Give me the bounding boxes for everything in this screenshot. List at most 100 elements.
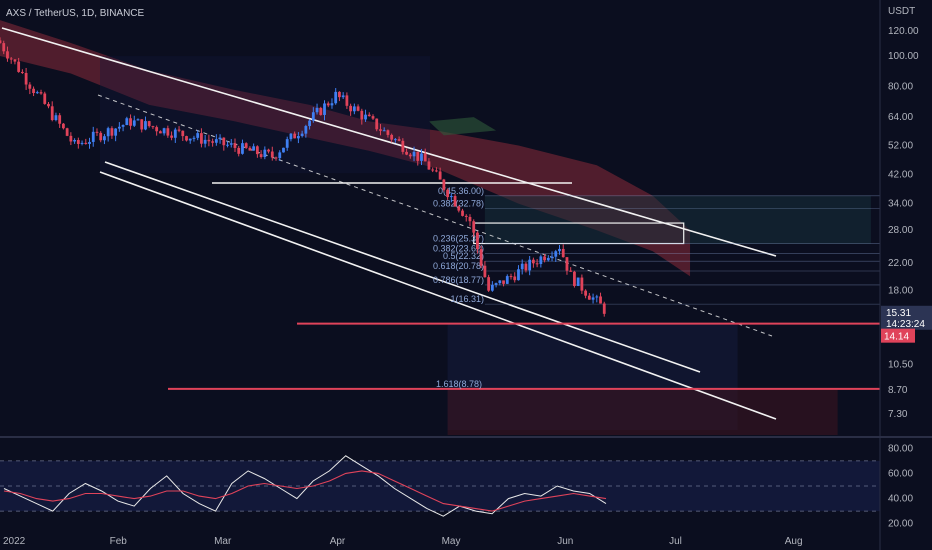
- candle-body: [393, 139, 397, 141]
- candle-body: [356, 106, 360, 111]
- candle-body: [539, 256, 543, 265]
- price-tick-label: 22.00: [888, 258, 913, 269]
- time-tick-label: Jun: [557, 536, 573, 547]
- candle-body: [386, 130, 390, 135]
- price-tick-label: 80.00: [888, 82, 913, 93]
- candle-body: [43, 93, 47, 104]
- candle-body: [427, 161, 431, 170]
- candle-body: [158, 131, 162, 134]
- candle-body: [431, 169, 435, 171]
- candle-body: [144, 121, 147, 130]
- candle-body: [39, 92, 43, 94]
- candle-body: [35, 92, 39, 94]
- candle-body: [308, 120, 311, 127]
- candle-body: [472, 221, 476, 233]
- candle-body: [565, 257, 569, 271]
- candle-body: [602, 303, 606, 314]
- bearish-cloud: [0, 20, 691, 277]
- channel-line: [99, 171, 777, 420]
- candle-body: [47, 103, 50, 107]
- candle-body: [405, 151, 408, 155]
- current-price-label: 15.31: [886, 308, 911, 319]
- candle-body: [252, 146, 256, 151]
- time-tick-label: Feb: [110, 536, 128, 547]
- fib-label: 0.618(20.78): [433, 261, 484, 271]
- candle-body: [278, 152, 282, 159]
- bullish-cloud: [428, 117, 497, 136]
- candle-body: [173, 129, 177, 138]
- candle-body: [468, 216, 472, 222]
- candle-body: [237, 147, 241, 154]
- fib-label: 0.382(32.78): [433, 199, 484, 209]
- candle-body: [103, 136, 106, 141]
- candle-body: [84, 142, 88, 144]
- candle-body: [375, 118, 379, 130]
- time-tick-label: Mar: [214, 536, 232, 547]
- candle-body: [255, 146, 259, 155]
- candle-body: [435, 170, 438, 172]
- candle-body: [319, 107, 323, 115]
- candle-body: [2, 43, 6, 52]
- candle-body: [136, 119, 140, 121]
- candle-body: [420, 153, 423, 161]
- candle-body: [543, 256, 546, 261]
- candle-body: [595, 296, 599, 298]
- price-axis: 120.00 100.00 80.00 64.00 52.00 42.00 34.00 28.…: [881, 26, 932, 420]
- candle-body: [65, 128, 69, 136]
- rsi-tick-label: 40.00: [888, 494, 913, 505]
- candle-body: [162, 128, 166, 134]
- horizontal-levels: [168, 322, 880, 390]
- candle-body: [587, 295, 591, 300]
- level-tag-label: 14.14: [884, 332, 909, 343]
- rsi-lines: [3, 455, 607, 517]
- candle-body: [106, 128, 110, 137]
- candle-body: [323, 103, 326, 115]
- price-tick-label: 120.00: [888, 26, 919, 37]
- candles: [0, 37, 606, 317]
- candle-body: [524, 263, 528, 271]
- candle-body: [177, 129, 181, 131]
- candle-body: [76, 140, 80, 144]
- time-axis: 2022 Feb Mar Apr May Jun Jul Aug: [3, 536, 803, 547]
- candle-body: [54, 115, 58, 121]
- candle-body: [561, 248, 565, 258]
- candle-body: [259, 154, 263, 158]
- rsi-line: [3, 455, 607, 517]
- price-tick-label: 7.30: [888, 409, 908, 420]
- candle-body: [226, 144, 229, 146]
- candle-body: [591, 297, 595, 300]
- candle-body: [390, 134, 394, 140]
- candle-body: [50, 106, 54, 121]
- candle-body: [382, 130, 386, 132]
- candle-body: [505, 276, 509, 284]
- target-zone: [447, 388, 838, 435]
- price-tick-label: 10.50: [888, 359, 913, 370]
- candle-body: [490, 284, 494, 291]
- candle-body: [17, 61, 21, 72]
- candle-body: [218, 137, 222, 140]
- candle-body: [263, 149, 267, 158]
- candle-body: [9, 58, 13, 60]
- candle-body: [531, 259, 535, 264]
- candle-body: [129, 118, 132, 126]
- candle-body: [166, 128, 170, 136]
- level-tag: [881, 328, 915, 343]
- candle-body: [69, 135, 73, 142]
- countdown-label: 14:23:24: [886, 319, 925, 330]
- candle-body: [289, 133, 293, 140]
- candle-body: [203, 139, 207, 144]
- candle-body: [140, 119, 144, 130]
- candle-body: [99, 132, 103, 141]
- fib-label: 0.786(18.77): [433, 275, 484, 285]
- candle-body: [110, 128, 114, 136]
- candle-body: [352, 106, 356, 112]
- rsi-axis: 80.00 60.00 40.00 20.00: [888, 443, 913, 529]
- price-tick-label: 34.00: [888, 199, 913, 210]
- candle-body: [32, 88, 35, 94]
- candle-body: [207, 139, 211, 142]
- candle-body: [196, 133, 200, 138]
- price-tick-label: 28.00: [888, 225, 913, 236]
- channel-line: [104, 161, 701, 373]
- candle-body: [371, 116, 375, 119]
